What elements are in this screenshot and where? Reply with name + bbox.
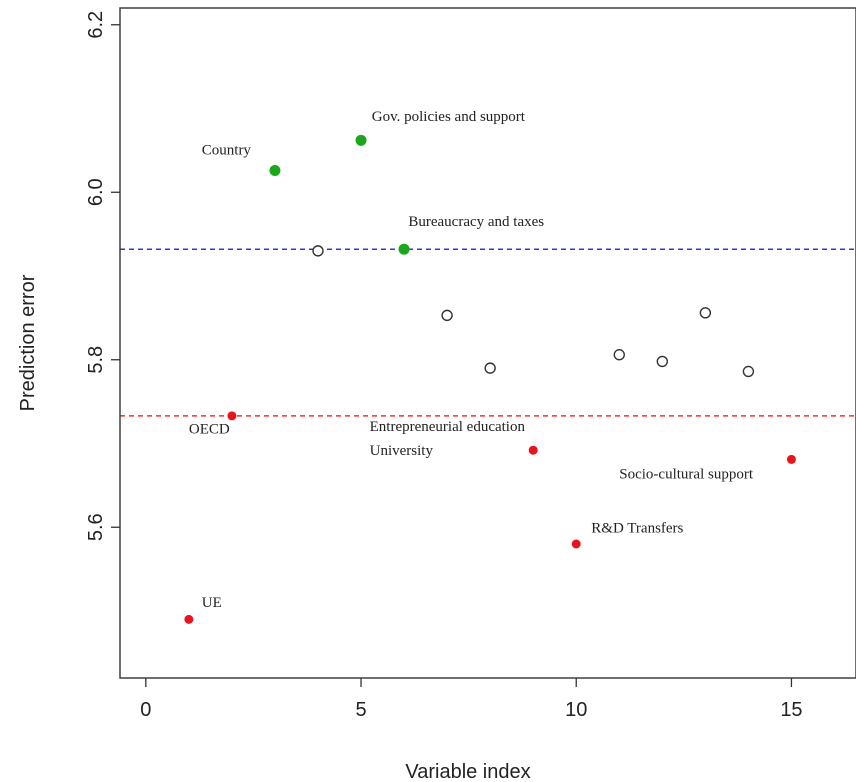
y-tick-label: 5.6 — [85, 513, 107, 541]
x-axis-label: Variable index — [405, 761, 530, 782]
point-annotation: University — [370, 443, 434, 459]
y-tick-label: 6.2 — [85, 11, 107, 39]
point-annotations: UE OECD Country Gov. policies and support Bu… — [189, 109, 754, 611]
point-annotation: UE — [202, 595, 222, 611]
point-open — [699, 307, 712, 319]
x-tick-label: 10 — [565, 699, 587, 721]
point-open — [312, 245, 324, 257]
point-open — [484, 362, 496, 374]
point-open — [742, 365, 755, 378]
x-tick-label: 5 — [355, 699, 366, 721]
point-annotation: OECD — [189, 421, 230, 437]
y-tick-label: 5.8 — [85, 346, 107, 374]
x-axis: 0 5 10 15 — [140, 678, 803, 721]
point-red — [184, 614, 194, 624]
point-open — [441, 309, 453, 322]
y-axis-label: Prediction error — [17, 274, 39, 411]
x-tick-label: 0 — [140, 699, 151, 721]
point-open — [613, 349, 625, 361]
point-annotation: Gov. policies and support — [372, 109, 526, 125]
point-green — [269, 164, 281, 176]
plot-frame — [119, 7, 856, 679]
data-points — [184, 134, 796, 624]
point-open — [656, 355, 669, 368]
point-annotation: Bureaucracy and taxes — [408, 214, 544, 230]
point-red — [571, 539, 581, 549]
point-red — [786, 454, 796, 464]
y-tick-label: 6.0 — [85, 178, 107, 206]
point-red — [227, 411, 237, 421]
y-axis: 5.6 5.8 6.0 6.2 — [85, 11, 120, 541]
point-annotation: R&D Transfers — [591, 520, 683, 536]
point-green — [355, 134, 367, 146]
point-green — [398, 243, 410, 255]
point-annotation: Socio-cultural support — [619, 467, 754, 483]
reference-lines — [120, 248, 856, 417]
x-tick-label: 15 — [780, 699, 802, 721]
point-annotation: Country — [202, 143, 252, 159]
point-red — [528, 445, 538, 455]
point-annotation: Entrepreneurial education — [370, 419, 526, 435]
